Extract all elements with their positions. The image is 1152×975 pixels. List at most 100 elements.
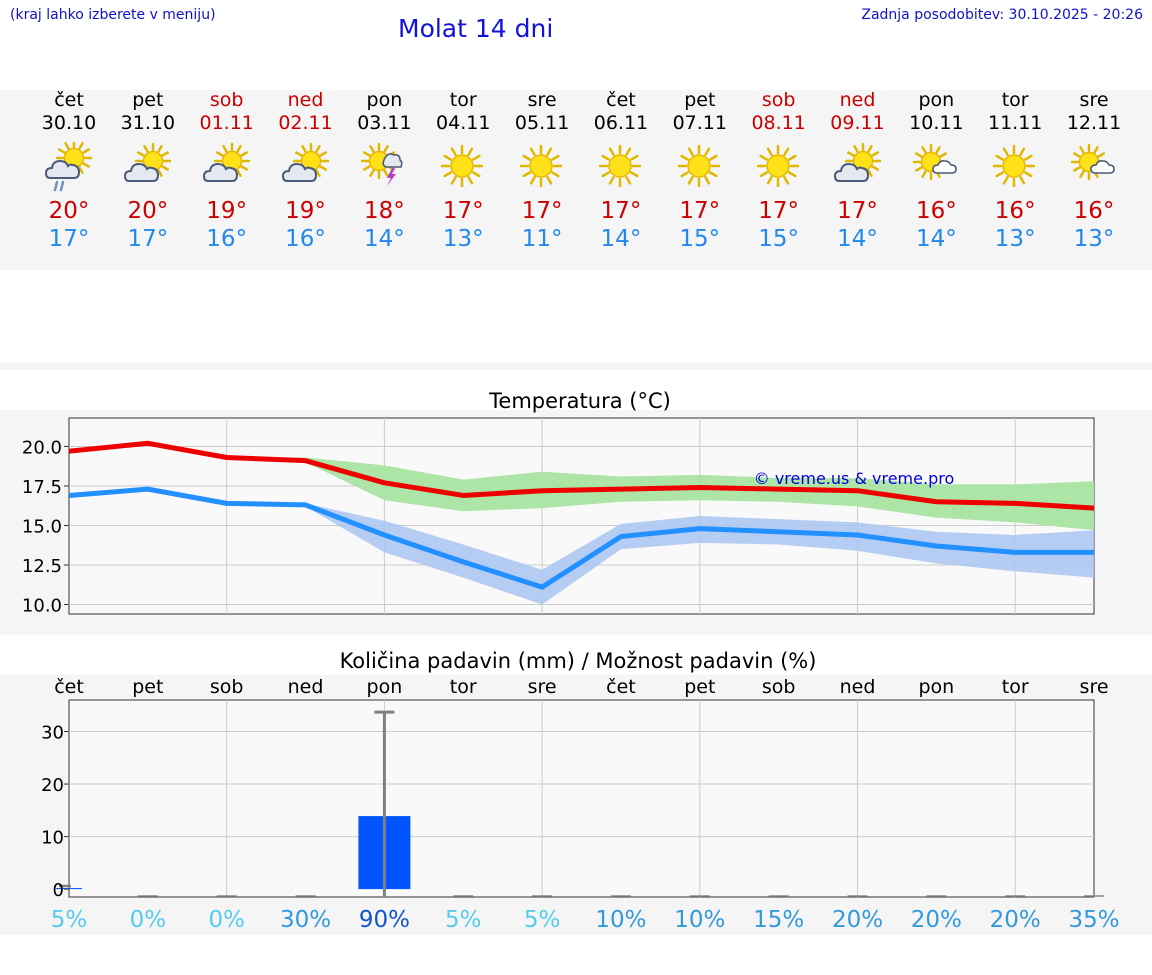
day-name: sre	[1079, 89, 1109, 111]
precip-day-label: sre	[1080, 676, 1109, 698]
day-name: pet	[684, 89, 716, 111]
precip-day-label: pon	[918, 676, 954, 698]
min-temperature: 13°	[442, 226, 484, 252]
day-name: pon	[366, 89, 403, 111]
partly-cloudy-icon	[818, 138, 898, 198]
precip-day-labels: čet pet sob ned pon tor sre čet pet sob ned pon tor s…	[54, 676, 1108, 698]
max-temperature: 17°	[679, 198, 721, 224]
day-cell: čet 30.10 20° 17°	[29, 89, 109, 252]
min-temperature: 14°	[600, 226, 642, 252]
day-date: 05.11	[514, 112, 570, 134]
precip-probability: 30%	[280, 907, 331, 933]
min-temperature: 15°	[679, 226, 721, 252]
partly-cloudy-icon	[266, 138, 346, 198]
day-date: 04.11	[436, 112, 491, 134]
precip-day-label: ned	[288, 676, 324, 698]
precip-probabilities: 5% 0% 0% 30% 90% 5% 5% 10% 10% 15% 20% 20% 20% 35%	[51, 907, 1120, 933]
day-cell: ned 02.11 19° 16°	[266, 89, 346, 252]
separator-band	[0, 363, 1152, 370]
day-cell: pet 07.11 17° 15°	[660, 89, 740, 252]
y-tick-label: 10	[41, 828, 64, 849]
min-temperature: 13°	[1073, 226, 1115, 252]
precip-chart-title: Količina padavin (mm) / Možnost padavin …	[340, 649, 817, 673]
day-name: čet	[54, 89, 84, 111]
min-temperature: 17°	[48, 226, 90, 252]
precip-probability: 10%	[674, 907, 725, 933]
max-temperature: 16°	[915, 198, 957, 224]
precip-day-label: sob	[210, 676, 244, 698]
day-name: tor	[449, 89, 477, 111]
day-cell: pon 03.11 18° 14°	[344, 89, 424, 252]
temp-plot-area	[68, 417, 1095, 615]
max-temperature: 20°	[127, 198, 169, 224]
day-cell: sob 08.11 17° 15°	[739, 89, 819, 252]
min-temperature: 13°	[994, 226, 1036, 252]
precip-day-label: tor	[1002, 676, 1029, 698]
min-temperature: 17°	[127, 226, 169, 252]
day-cell: tor 04.11 17° 13°	[423, 89, 503, 252]
precip-day-label: pet	[684, 676, 715, 698]
partly-cloudy-rain-icon	[29, 138, 109, 198]
sun-small-cloud-icon	[1054, 138, 1134, 198]
precip-probability: 20%	[832, 907, 883, 933]
max-temperature: 19°	[206, 198, 248, 224]
day-name: ned	[287, 89, 324, 111]
day-date: 08.11	[751, 112, 806, 134]
precip-probability: 90%	[359, 907, 410, 933]
max-temperature: 19°	[285, 198, 326, 224]
day-cell: sre 05.11 17° 11°	[502, 89, 582, 252]
precip-y-axis: 30 20 10 0	[41, 723, 69, 901]
y-tick-label: 10.0	[22, 596, 62, 617]
precip-probability: 20%	[990, 907, 1041, 933]
day-cell: sre 12.11 16° 13°	[1054, 89, 1134, 252]
sun-icon	[502, 138, 582, 198]
day-date: 30.10	[41, 112, 97, 134]
max-temperature: 16°	[994, 198, 1036, 224]
y-tick-label: 17.5	[22, 477, 62, 498]
partly-cloudy-icon	[187, 138, 267, 198]
precip-day-label: pet	[132, 676, 163, 698]
precip-day-label: sob	[762, 676, 796, 698]
day-name: pet	[132, 89, 164, 111]
min-temperature: 16°	[285, 226, 326, 252]
y-tick-label: 30	[41, 723, 64, 744]
location-hint: (kraj lahko izberete v meniju)	[10, 7, 216, 23]
y-tick-label: 0	[53, 880, 64, 901]
min-temperature: 14°	[915, 226, 957, 252]
precip-probability: 5%	[524, 907, 561, 933]
temp-y-axis: 20.0 17.5 15.0 12.5 10.0	[22, 437, 69, 617]
day-name: ned	[839, 89, 876, 111]
day-name: sre	[527, 89, 557, 111]
day-name: sob	[761, 89, 796, 111]
min-temp-range-band	[69, 489, 1095, 605]
max-temperature: 16°	[1073, 198, 1115, 224]
min-temperature: 16°	[206, 226, 248, 252]
precip-day-label: čet	[54, 676, 84, 698]
day-date: 31.10	[120, 112, 176, 134]
day-date: 09.11	[830, 112, 885, 134]
precip-probability: 15%	[753, 907, 804, 933]
sun-icon	[581, 138, 661, 198]
temp-lines	[68, 440, 1095, 590]
partly-cloudy-icon	[108, 138, 188, 198]
max-temperature: 17°	[837, 198, 878, 224]
precip-probability: 5%	[445, 907, 482, 933]
precip-plot-area	[68, 699, 1095, 898]
max-temperature: 18°	[364, 198, 405, 224]
precip-probability: 35%	[1068, 907, 1119, 933]
last-update: Zadnja posodobitev: 30.10.2025 - 20:26	[861, 7, 1143, 23]
day-date: 10.11	[909, 112, 964, 134]
day-cell: tor 11.11 16° 13°	[975, 89, 1055, 252]
sun-small-cloud-icon	[896, 138, 976, 198]
day-date: 11.11	[987, 112, 1043, 134]
min-temperature: 11°	[521, 226, 563, 252]
min-temperature: 15°	[758, 226, 800, 252]
max-temperature: 17°	[600, 198, 642, 224]
min-temperature: 14°	[364, 226, 405, 252]
temp-chart-title: Temperatura (°C)	[488, 389, 671, 413]
sun-icon	[739, 138, 819, 198]
day-date: 07.11	[672, 112, 727, 134]
day-name: tor	[1001, 89, 1029, 111]
day-date: 02.11	[278, 112, 333, 134]
sun-icon	[423, 138, 503, 198]
